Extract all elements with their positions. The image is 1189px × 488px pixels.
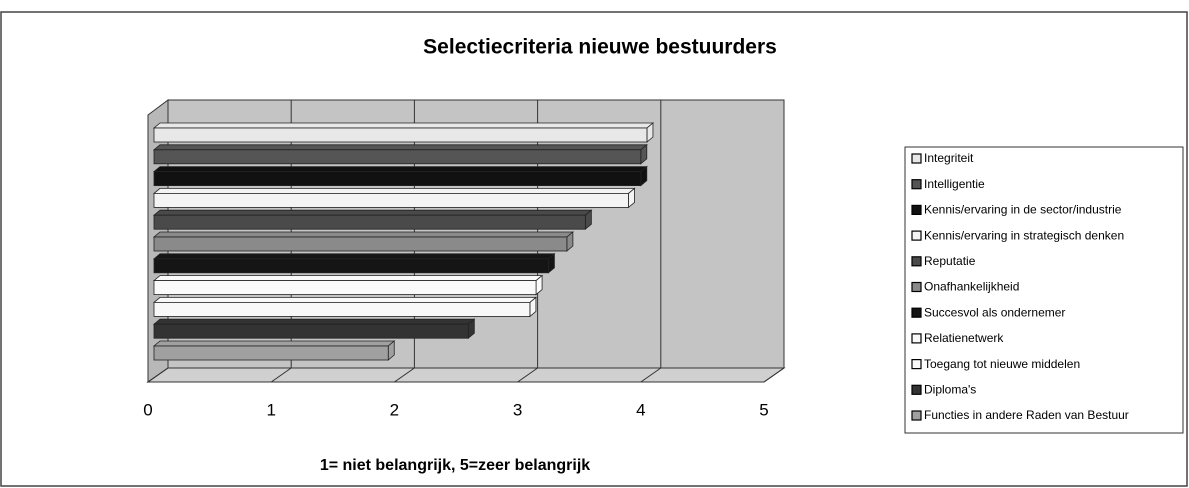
legend-box — [904, 146, 1184, 434]
bar-top — [152, 231, 574, 238]
chart-title: Selectiecriteria nieuwe bestuurders — [423, 36, 777, 59]
legend-swatch — [911, 333, 922, 344]
legend: Integriteit Intelligentie Kennis/ervaring … — [911, 151, 1129, 422]
bar-front — [153, 214, 586, 230]
legend-swatch — [911, 179, 922, 190]
bar — [152, 340, 396, 361]
floor-line — [147, 367, 169, 383]
legend-label: Relatienetwerk — [924, 331, 1004, 345]
legend-swatch — [911, 410, 922, 421]
bar — [152, 252, 556, 274]
legend-label: Kennis/ervaring in strategisch denken — [924, 228, 1124, 242]
legend-label: Onafhankelijkheid — [924, 280, 1019, 294]
bar-front — [153, 149, 642, 165]
bar-front — [153, 280, 537, 296]
floor-line — [270, 367, 292, 383]
bar-top — [152, 122, 655, 129]
floor-line — [517, 367, 538, 383]
legend-label: Toegang tot nieuwe middelen — [924, 357, 1080, 371]
bar — [152, 274, 544, 296]
bar-top — [152, 296, 538, 303]
bar-front — [153, 192, 629, 208]
bar-top — [152, 144, 648, 151]
bar-front — [153, 323, 469, 339]
floor-line — [640, 367, 662, 383]
bar-top — [152, 209, 593, 216]
x-tick-label: 5 — [759, 400, 768, 419]
legend-swatch — [911, 153, 922, 164]
legend-label: Succesvol als ondernemer — [924, 305, 1065, 319]
bar-top — [152, 187, 636, 194]
legend-label: Integriteit — [924, 151, 974, 165]
bar-top — [152, 340, 396, 347]
x-tick-label: 1 — [266, 400, 275, 419]
legend-swatch — [911, 204, 922, 215]
legend-label: Functies in andere Raden van Bestuur — [924, 408, 1129, 422]
bar — [152, 318, 476, 340]
bar-top — [152, 275, 544, 282]
x-tick-label: 4 — [636, 400, 645, 419]
legend-label: Kennis/ervaring in de sector/industrie — [924, 203, 1122, 217]
bar-top — [152, 253, 556, 260]
bar — [152, 143, 648, 165]
bar-front — [153, 258, 549, 274]
x-axis-label: 1= niet belangrijk, 5=zeer belangrijk — [320, 457, 590, 474]
ticks: 0 1 2 3 4 5 — [143, 400, 768, 419]
floor-line — [763, 367, 785, 383]
legend-swatch — [911, 230, 922, 241]
floor-line — [394, 367, 415, 383]
bar-top — [152, 166, 648, 173]
legend-label: Diploma's — [924, 382, 976, 396]
bars — [152, 122, 655, 361]
legend-swatch — [911, 384, 922, 395]
floor — [146, 367, 786, 383]
x-tick-label: 2 — [390, 400, 399, 419]
bar-front — [153, 171, 642, 187]
x-tick-label: 3 — [513, 400, 522, 419]
bar-front — [153, 301, 531, 317]
legend-swatch — [911, 307, 922, 318]
bar — [152, 165, 648, 187]
bar — [152, 231, 574, 252]
bar — [152, 122, 655, 143]
bar-front — [153, 236, 568, 252]
bar-front — [153, 127, 648, 143]
x-tick-label: 0 — [143, 400, 152, 419]
bar — [152, 209, 593, 231]
bar — [152, 296, 538, 318]
legend-swatch — [911, 281, 922, 293]
bar-front — [153, 345, 389, 361]
bar-top — [152, 318, 476, 325]
legend-label: Intelligentie — [924, 177, 985, 191]
legend-swatch — [911, 359, 922, 370]
legend-swatch — [911, 256, 922, 267]
legend-label: Reputatie — [924, 254, 976, 268]
bar — [152, 187, 636, 209]
